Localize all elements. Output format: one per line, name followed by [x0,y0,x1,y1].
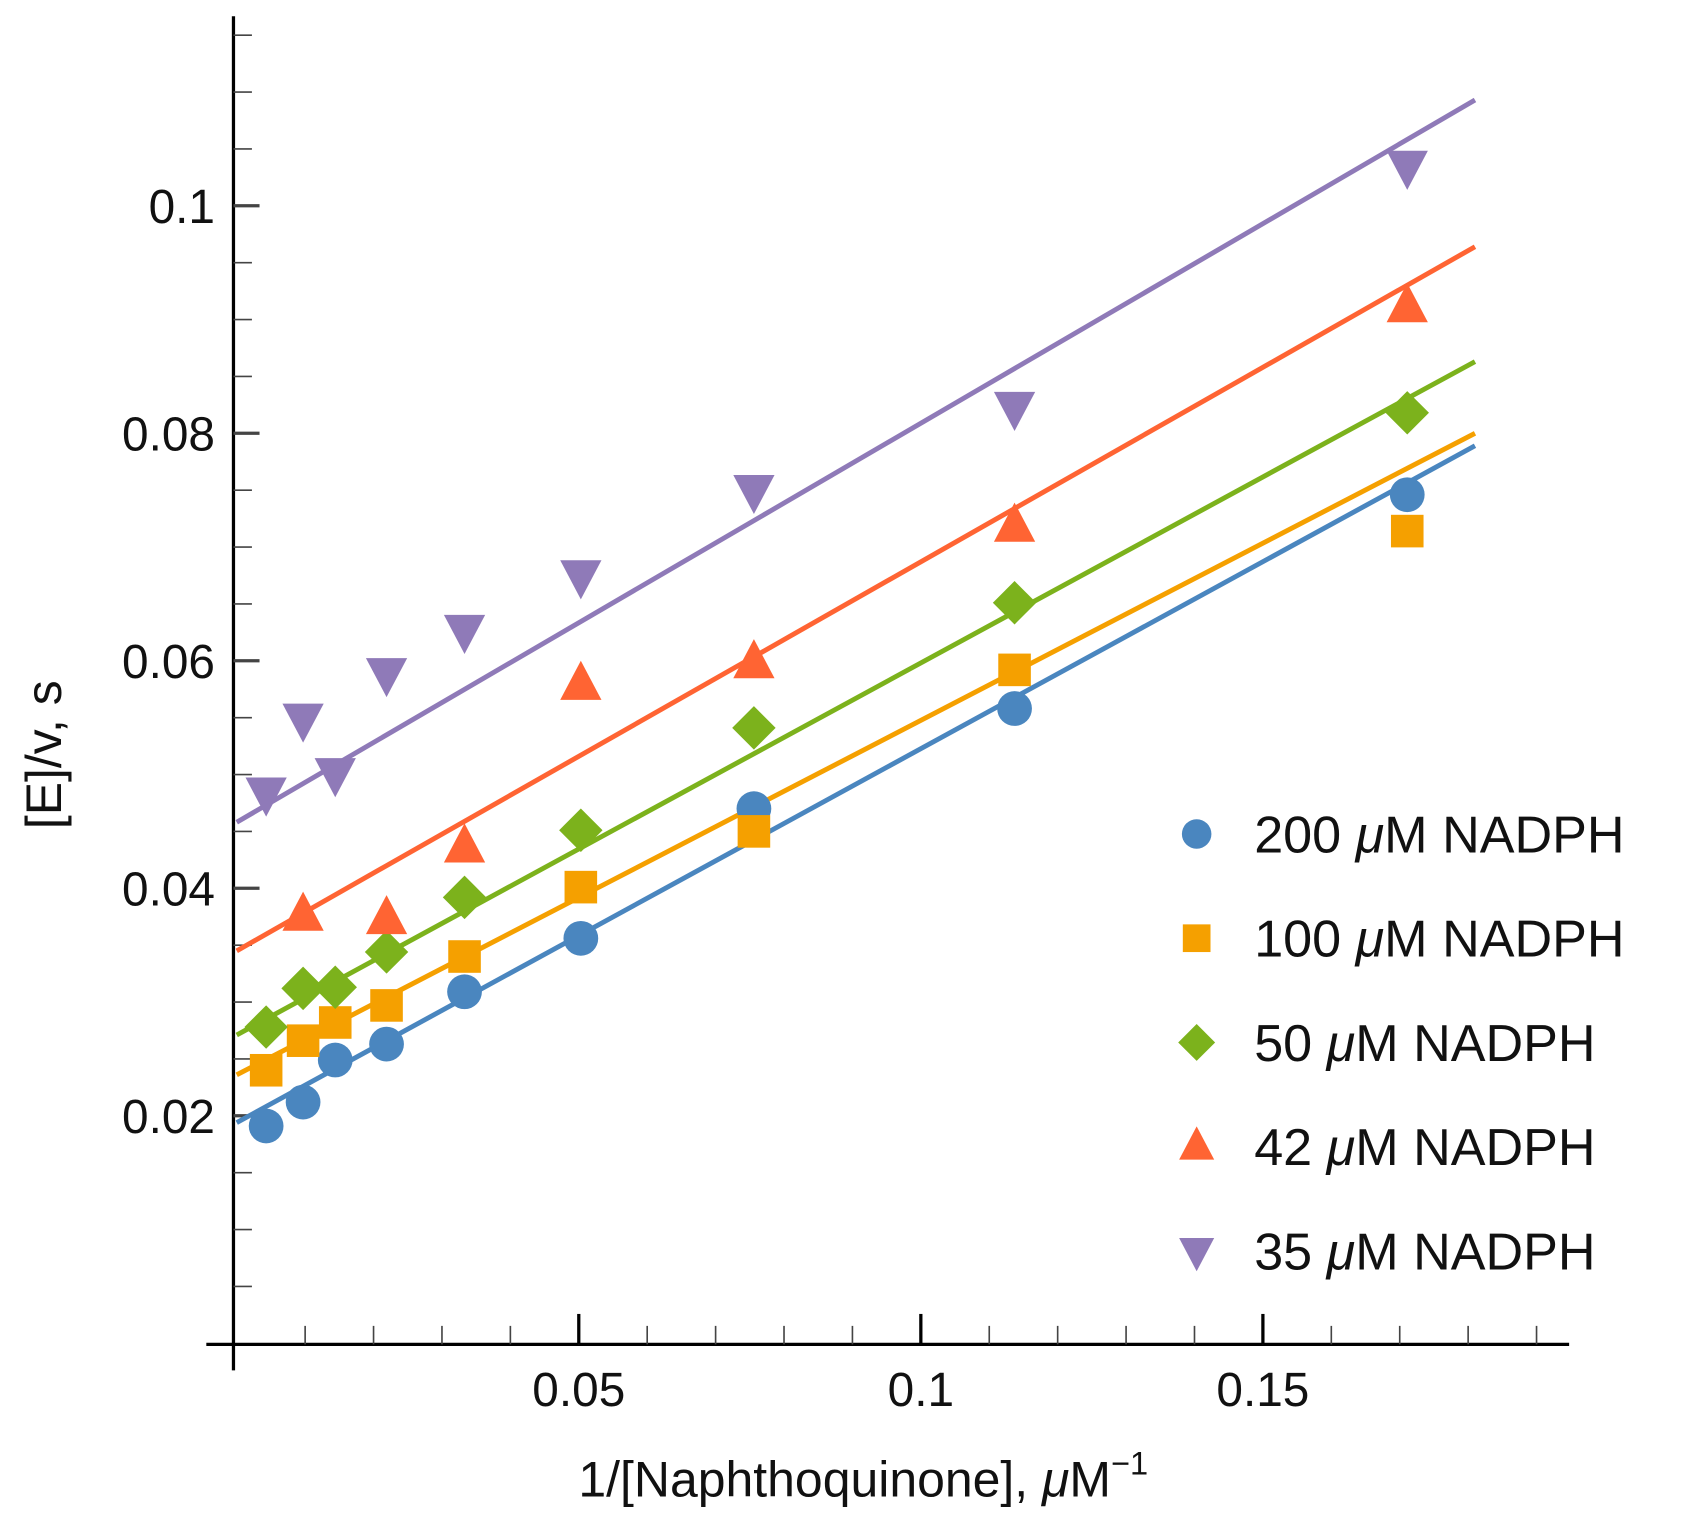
data-point-square [564,870,598,904]
y-tick-label: 0.02 [122,1091,215,1144]
data-point-circle [563,920,599,956]
y-tick-label: 0.1 [149,181,215,234]
data-point-diamond [244,1005,288,1049]
legend-label: 100 μM NADPH [1254,911,1624,969]
data-point-triangle-down [314,758,356,798]
data-point-triangle-up [282,891,324,931]
y-tick-label: 0.08 [122,409,215,462]
legend-marker-triangle-down [1179,1238,1215,1272]
data-point-square [998,653,1031,687]
fit-line [235,97,1477,825]
data-point-triangle-down [733,474,775,515]
data-point-triangle-down [993,391,1036,432]
data-point-circle [1389,477,1425,513]
data-point-triangle-down [245,777,287,817]
x-axis-label: 1/[Naphthoquinone], μM−1 [578,1446,1148,1508]
data-point-triangle-down [560,560,602,600]
y-tick-label: 0.04 [122,864,215,917]
legend-label: 42 μM NADPH [1254,1119,1595,1177]
data-point-triangle-up [560,660,602,700]
data-point-square [448,940,481,973]
x-tick-label: 0.1 [888,1364,954,1417]
data-point-square [370,989,403,1022]
axes: 0.02 0.04 0.06 0.08 0.1 0.05 0.1 0.15 [122,16,1570,1417]
data-point-diamond [732,706,776,750]
data-point-diamond [281,966,325,1011]
data-point-diamond [559,808,603,852]
data-point-square [737,815,771,848]
legend-label: 35 μM NADPH [1254,1223,1595,1281]
data-point-circle [285,1084,321,1120]
data-point-triangle-up [733,639,775,679]
fit-line [235,244,1477,953]
data-point-triangle-down [1386,150,1428,190]
data-point-diamond [1385,391,1429,435]
data-point-diamond [992,581,1037,625]
data-point-triangle-up [993,502,1036,542]
data-point-triangle-up [443,823,486,863]
legend: 200 μM NADPH 100 μM NADPH 50 μM NADPH 42 μM… [1178,806,1624,1281]
legend-marker-circle [1181,819,1212,849]
data-point-triangle-down [443,614,486,654]
data-point-diamond [364,930,409,974]
fit-line [235,359,1477,1038]
fit-lines [235,97,1477,1125]
legend-marker-diamond [1178,1024,1216,1061]
legend-marker-square [1182,924,1211,953]
y-tick-label: 0.06 [122,636,215,689]
data-point-square [1390,514,1424,548]
data-points [244,150,1429,1144]
legend-label: 50 μM NADPH [1254,1015,1595,1073]
data-point-circle [317,1042,353,1078]
data-point-triangle-up [1386,283,1428,323]
x-tick-label: 0.05 [532,1364,625,1417]
legend-marker-triangle-up [1179,1126,1215,1160]
data-point-square [286,1024,320,1057]
fit-line [235,431,1477,1077]
data-point-circle [248,1108,284,1144]
data-point-circle [369,1026,404,1062]
data-point-triangle-down [365,658,408,698]
x-tick-label: 0.15 [1216,1364,1309,1417]
data-point-triangle-down [282,703,324,743]
legend-label: 200 μM NADPH [1254,806,1624,864]
fit-line [235,443,1477,1125]
data-point-circle [997,691,1032,726]
data-point-diamond [313,965,357,1009]
data-point-circle [447,974,482,1010]
data-point-triangle-up [365,895,408,935]
y-axis-label: [E]/v, s [16,680,72,829]
data-point-square [318,1006,352,1039]
data-point-square [249,1053,283,1087]
data-point-diamond [442,875,487,920]
